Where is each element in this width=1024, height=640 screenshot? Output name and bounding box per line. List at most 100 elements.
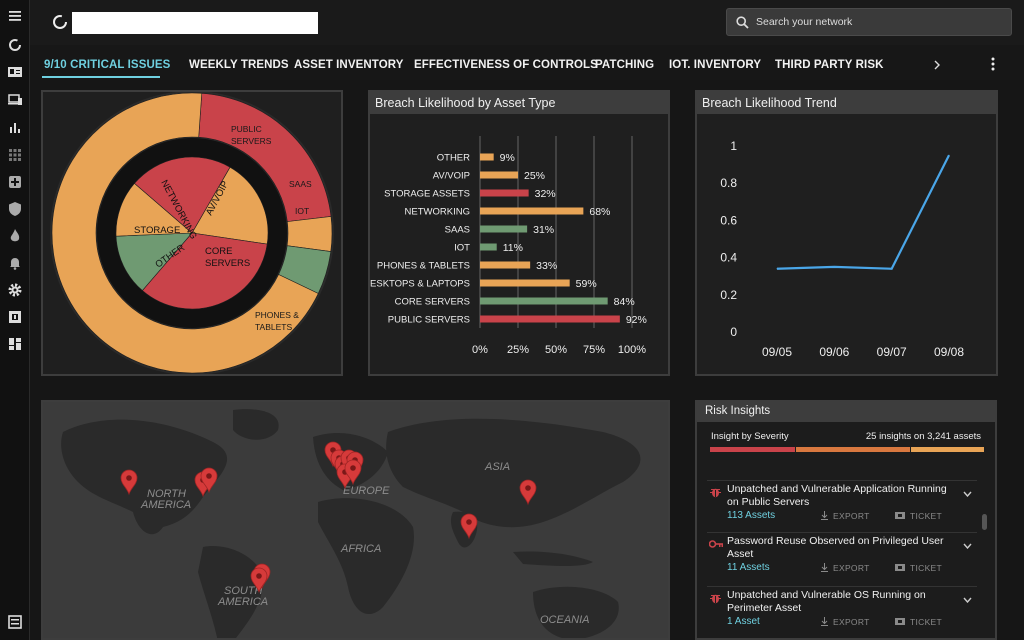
- bar: [480, 225, 528, 233]
- tab-critical-issues[interactable]: 9/10 CRITICAL ISSUES: [44, 59, 171, 71]
- map-label: EUROPE: [343, 485, 390, 497]
- tab-patching[interactable]: PATCHING: [595, 59, 655, 71]
- flame-icon[interactable]: [7, 228, 23, 244]
- x-tick-label: 09/05: [762, 345, 792, 359]
- ticket-button[interactable]: TICKET: [910, 511, 943, 521]
- insight-item[interactable]: Unpatched and Vulnerable OS Running on P…: [707, 586, 977, 638]
- tab-iot-inventory[interactable]: IOT. INVENTORY: [669, 59, 762, 71]
- map-label: OCEANIA: [540, 614, 590, 626]
- y-category-label: PUBLIC SERVERS: [388, 315, 470, 326]
- add-box-icon[interactable]: [7, 174, 23, 190]
- trend-point: [833, 266, 835, 268]
- export-button[interactable]: EXPORT: [833, 617, 870, 627]
- ticket-icon[interactable]: [895, 511, 905, 520]
- y-category-label: IOT: [454, 243, 470, 254]
- donut-slice: [51, 92, 319, 374]
- grid-icon[interactable]: [7, 147, 23, 163]
- plus-square-icon[interactable]: [7, 309, 23, 325]
- donut-outer-label: PHONES &: [255, 310, 299, 320]
- ticket-icon[interactable]: [895, 563, 905, 572]
- bar-value-label: 11%: [503, 242, 523, 254]
- panel-title: Risk Insights: [697, 402, 995, 422]
- map-pin-icon[interactable]: [344, 459, 362, 486]
- more-vertical-icon[interactable]: [989, 57, 997, 71]
- bell-icon[interactable]: [7, 255, 23, 271]
- devices-icon[interactable]: [7, 92, 23, 108]
- y-tick-label: 0.2: [720, 288, 737, 302]
- insight-item[interactable]: Password Reuse Observed on Privileged Us…: [707, 532, 977, 584]
- map-pin-dot: [206, 473, 212, 479]
- donut-outer-label: SERVERS: [231, 136, 272, 146]
- tab-effectiveness-of-controls[interactable]: EFFECTIVENESS OF CONTROLS: [414, 59, 598, 71]
- layout-icon[interactable]: [7, 614, 23, 630]
- dashboard-icon[interactable]: [7, 336, 23, 352]
- redacted-name-bar: [72, 12, 318, 34]
- x-tick-label: 0%: [472, 344, 488, 356]
- insight-title[interactable]: Unpatched and Vulnerable Application Run…: [727, 483, 947, 508]
- insight-assets-link[interactable]: 1 Asset: [727, 616, 760, 627]
- world-map-panel: NORTH AMERICA EUROPE ASIA AFRICA SOUTH A…: [41, 400, 670, 640]
- y-category-label: CORE SERVERS: [395, 297, 470, 308]
- shield-icon[interactable]: [7, 201, 23, 217]
- chevron-down-icon[interactable]: [963, 543, 972, 549]
- x-tick-label: 09/08: [934, 345, 964, 359]
- id-card-icon[interactable]: [7, 64, 23, 80]
- trend-panel: Breach Likelihood Trend 0 0.2 0.4 0.6 0.8 1 09…: [695, 90, 998, 376]
- x-tick-label: 100%: [618, 344, 646, 356]
- key-icon: [709, 540, 723, 548]
- insight-assets-link[interactable]: 11 Assets: [727, 562, 770, 573]
- ticket-button[interactable]: TICKET: [910, 617, 943, 627]
- insight-title[interactable]: Password Reuse Observed on Privileged Us…: [727, 535, 944, 560]
- donut-inner-label: SERVERS: [205, 258, 250, 269]
- export-button[interactable]: EXPORT: [833, 511, 870, 521]
- map-pin-icon[interactable]: [460, 513, 478, 540]
- ticket-icon[interactable]: [895, 617, 905, 626]
- south-america-shape: [198, 546, 264, 638]
- download-icon[interactable]: [820, 563, 829, 572]
- gear-icon[interactable]: [7, 282, 23, 298]
- download-icon[interactable]: [820, 511, 829, 520]
- bug-icon: [710, 488, 721, 498]
- ticket-button[interactable]: TICKET: [910, 563, 943, 573]
- map-pin-dot: [256, 573, 262, 579]
- x-tick-label: 25%: [507, 344, 529, 356]
- map-pin-dot: [466, 519, 472, 525]
- severity-high: [796, 447, 910, 452]
- map-label: NORTH: [147, 488, 186, 500]
- donut-inner-label: CORE: [205, 246, 232, 257]
- bug-icon: [710, 594, 721, 604]
- tab-weekly-trends[interactable]: WEEKLY TRENDS: [189, 59, 289, 71]
- chevron-down-icon[interactable]: [963, 491, 972, 497]
- map-pin-icon[interactable]: [120, 469, 138, 496]
- map-pin-icon[interactable]: [250, 567, 268, 594]
- indonesia-shape: [513, 551, 593, 566]
- bar: [480, 243, 497, 251]
- export-button[interactable]: EXPORT: [833, 563, 870, 573]
- y-tick-label: 0.4: [720, 251, 737, 265]
- menu-icon[interactable]: [7, 8, 23, 24]
- map-label: AFRICA: [340, 543, 381, 555]
- search-input[interactable]: Search your network: [756, 16, 853, 28]
- map-pin-icon[interactable]: [519, 479, 537, 506]
- chevron-right-icon[interactable]: [933, 60, 941, 70]
- scrollbar-thumb[interactable]: [982, 514, 987, 530]
- chevron-down-icon[interactable]: [963, 597, 972, 603]
- tab-third-party-risk[interactable]: THIRD PARTY RISK: [775, 59, 884, 71]
- insight-item[interactable]: Unpatched and Vulnerable Application Run…: [707, 480, 977, 530]
- severity-bar: [710, 447, 984, 452]
- bar: [480, 153, 494, 161]
- bar-value-label: 31%: [533, 224, 554, 236]
- search-box[interactable]: Search your network: [726, 8, 1012, 36]
- donut-slice: [141, 232, 268, 310]
- refresh-icon[interactable]: [7, 37, 23, 53]
- donut-slice: [286, 216, 333, 252]
- map-label: SOUTH: [224, 585, 263, 597]
- map-pin-icon[interactable]: [200, 467, 218, 494]
- donut-outer-label: TABLETS: [255, 322, 292, 332]
- greenland-shape: [233, 409, 279, 440]
- insight-title[interactable]: Unpatched and Vulnerable OS Running on P…: [727, 589, 926, 614]
- download-icon[interactable]: [820, 617, 829, 626]
- tab-asset-inventory[interactable]: ASSET INVENTORY: [294, 59, 404, 71]
- insight-assets-link[interactable]: 113 Assets: [727, 510, 776, 521]
- bar-chart-icon[interactable]: [7, 120, 23, 136]
